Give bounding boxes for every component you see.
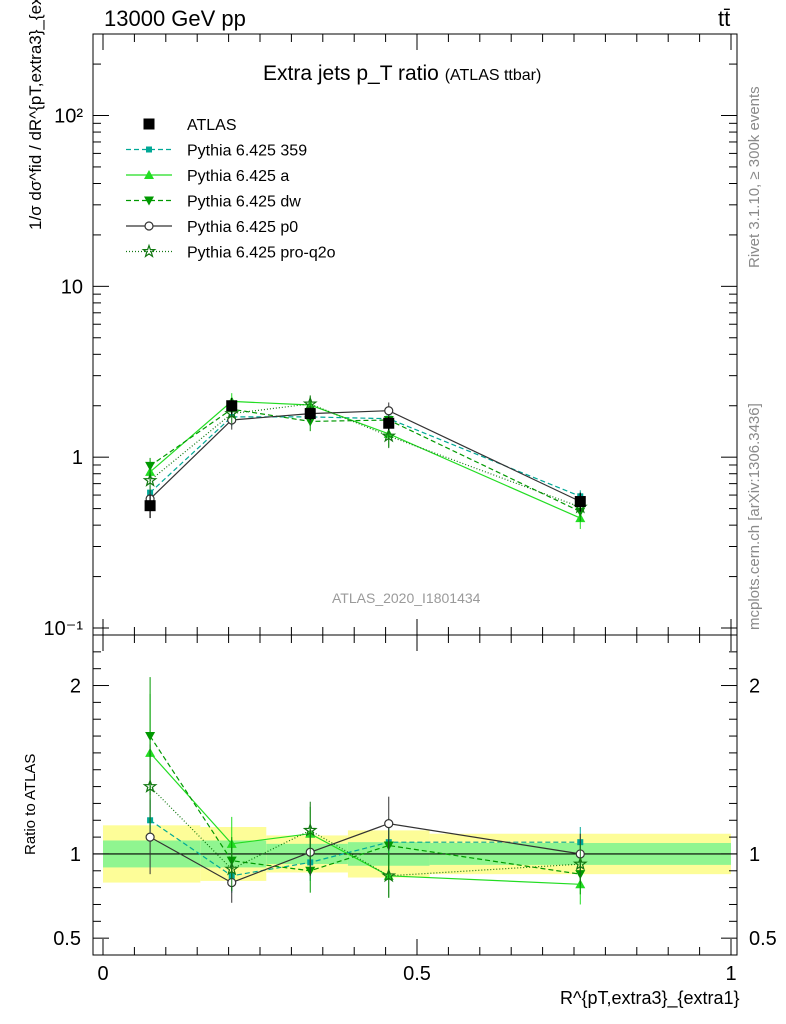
atlas-point <box>226 400 238 412</box>
legend: ATLAS Pythia 6.425 359 Pythia 6.425 a Pythi… <box>126 117 336 262</box>
legend-item-atlas: ATLAS <box>143 117 237 134</box>
main-series-line <box>149 416 581 497</box>
main-ytick-label: 10⁻¹ <box>44 618 84 640</box>
ratio-plot-frame <box>92 634 738 956</box>
ratio-ytick-label-right: 1 <box>749 844 760 866</box>
legend-label: Pythia 6.425 dw <box>187 194 301 211</box>
main-series-1 <box>145 393 586 529</box>
plot-title: Extra jets p_T ratio (ATLAS ttbar) <box>263 62 541 86</box>
main-series-point <box>145 461 156 471</box>
legend-marker <box>141 243 157 258</box>
process-label: tt̄ <box>718 6 731 31</box>
legend-marker <box>144 196 154 206</box>
legend-label: Pythia 6.425 pro-q2o <box>187 245 336 262</box>
main-ytick-label: 1 <box>72 447 83 469</box>
atlas-point <box>304 408 316 420</box>
ratio-series-4 <box>142 744 588 898</box>
ratio-series-point <box>145 732 156 742</box>
source-label: mcplots.cern.ch [arXiv:1306.3436] <box>746 403 763 630</box>
legend-marker <box>143 118 155 130</box>
main-series-point <box>302 396 318 411</box>
legend-marker <box>146 146 152 153</box>
legend-item-0: Pythia 6.425 359 <box>126 143 307 160</box>
ratio-ytick-label: 2 <box>70 676 81 698</box>
rivet-version-label: Rivet 3.1.10, ≥ 300k events <box>746 86 763 268</box>
main-series-point <box>384 406 394 416</box>
plot-series <box>142 393 588 905</box>
x-axis-label: R^{pT,extra3}_{extra1} <box>560 988 740 1008</box>
legend-label: ATLAS <box>187 117 237 134</box>
main-series-point <box>381 428 397 443</box>
plot-title-note: (ATLAS ttbar) <box>444 67 542 84</box>
ratio-ytick-label-right: 2 <box>749 676 760 698</box>
ratio-series-point <box>384 819 394 829</box>
axes: 10⁻¹ 1 10 10² 0.5 0.5 1 1 2 2 0 0.5 1 <box>44 33 777 985</box>
main-series-line <box>149 410 581 503</box>
legend-item-1: Pythia 6.425 a <box>126 168 289 185</box>
ratio-series-point <box>145 832 155 842</box>
atlas-point <box>144 500 156 512</box>
atlas-point <box>574 496 586 508</box>
legend-label: Pythia 6.425 p0 <box>187 219 298 236</box>
main-ytick-label: 10 <box>61 276 83 298</box>
main-y-axis-label: 1/σ dσ^fid / dR^{pT,extra3}_{extra1} <box>26 0 45 230</box>
ratio-ytick-label-right: 0.5 <box>749 928 777 950</box>
ratio-ytick-label: 0.5 <box>53 928 81 950</box>
atlas-point <box>383 417 395 429</box>
analysis-label: ATLAS_2020_I1801434 <box>332 590 481 606</box>
xtick-label: 0 <box>97 963 108 985</box>
xtick-label: 1 <box>725 963 736 985</box>
main-series-4 <box>142 395 588 517</box>
ratio-ytick-label: 1 <box>70 844 81 866</box>
ratio-series-point <box>572 856 588 871</box>
legend-item-3: Pythia 6.425 p0 <box>126 219 298 236</box>
beam-label: 13000 GeV pp <box>104 6 246 31</box>
legend-item-4: Pythia 6.425 pro-q2o <box>126 243 336 262</box>
main-series-line <box>149 400 581 519</box>
ratio-y-axis-label: Ratio to ATLAS <box>22 753 39 855</box>
legend-marker <box>144 170 154 179</box>
plot-title-text: Extra jets p_T ratio <box>263 62 439 85</box>
main-series-point <box>142 472 158 487</box>
legend-marker <box>144 221 154 231</box>
ratio-series-point <box>224 861 240 876</box>
legend-label: Pythia 6.425 a <box>187 168 289 185</box>
legend-label: Pythia 6.425 359 <box>187 143 307 160</box>
ratio-series-point <box>381 868 397 883</box>
legend-item-2: Pythia 6.425 dw <box>126 194 301 211</box>
main-series-line <box>149 403 581 508</box>
main-ytick-label: 10² <box>54 106 83 128</box>
ratio-series-point <box>302 822 318 837</box>
xtick-label: 0.5 <box>403 963 431 985</box>
ratio-series-point <box>142 778 158 793</box>
main-series-point <box>224 405 240 420</box>
atlas-data <box>144 398 586 519</box>
